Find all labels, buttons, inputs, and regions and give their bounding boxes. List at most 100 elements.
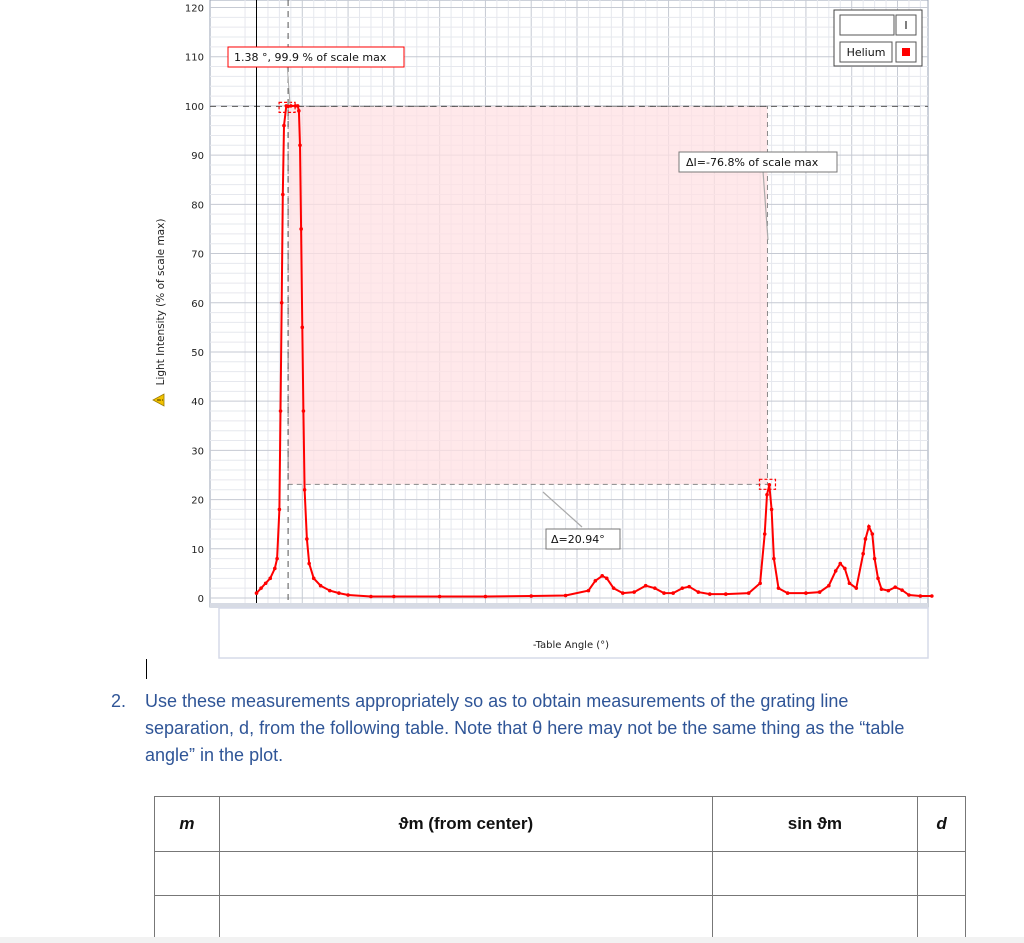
data-point — [765, 492, 769, 497]
data-point — [600, 574, 604, 578]
y-tick-label: 100 — [185, 102, 204, 113]
header-m[interactable]: m — [154, 796, 220, 852]
data-point — [305, 537, 309, 541]
data-point — [827, 583, 831, 588]
data-point — [918, 594, 923, 598]
chart: 0246810121416182022242628010203040506070… — [152, 0, 934, 659]
data-point — [604, 576, 609, 581]
legend-top-symbol: I — [904, 19, 907, 32]
data-point — [767, 483, 772, 487]
table-cell[interactable] — [711, 851, 919, 896]
table-row — [154, 895, 966, 940]
y-tick-label: 60 — [191, 299, 204, 310]
legend-item-label: Helium — [847, 46, 886, 59]
peak-marker-a[interactable] — [278, 101, 296, 114]
data-point — [281, 192, 285, 197]
data-point — [671, 591, 675, 595]
data-point — [769, 507, 774, 512]
data-point — [301, 409, 306, 413]
data-point — [297, 109, 301, 113]
y-tick-label: 70 — [191, 250, 204, 261]
header-sin-theta[interactable]: sin ϑm — [711, 796, 919, 852]
x-axis-band — [210, 603, 928, 608]
table-cell[interactable] — [917, 851, 966, 896]
data-point — [861, 551, 865, 556]
leader-dtheta — [542, 491, 583, 528]
data-point — [930, 594, 934, 598]
data-point — [876, 576, 880, 581]
data-point — [273, 566, 277, 571]
legend-item-helium[interactable] — [839, 41, 893, 63]
data-point — [632, 590, 637, 594]
data-point — [843, 566, 847, 571]
x-axis-panel — [218, 607, 929, 659]
table-cell[interactable] — [154, 851, 220, 896]
data-point — [707, 592, 712, 596]
svg-text:Δ=20.94°: Δ=20.94° — [551, 533, 605, 546]
y-tick-label: 90 — [191, 151, 204, 162]
data-point — [867, 524, 871, 529]
data-point — [611, 586, 616, 590]
svg-text:1.38 °, 99.9 % of scale max: 1.38 °, 99.9 % of scale max — [234, 51, 387, 64]
data-point — [872, 556, 877, 561]
data-point — [833, 569, 838, 573]
peak-marker-b[interactable] — [758, 478, 777, 490]
y-tick-label: 50 — [191, 348, 204, 359]
y-tick-label: 80 — [191, 200, 204, 211]
data-point — [696, 590, 701, 594]
legend-toggle-input[interactable] — [839, 14, 895, 36]
data-point — [279, 300, 284, 305]
delta-angle-box: Δ=20.94° — [545, 528, 621, 550]
y-tick-label: 30 — [191, 446, 204, 457]
y-tick-label: 110 — [185, 53, 204, 64]
data-point — [724, 592, 728, 596]
data-point — [437, 594, 442, 599]
bottom-strip — [0, 937, 1024, 943]
data-point — [762, 532, 767, 536]
data-point — [879, 587, 884, 591]
data-point — [299, 227, 303, 231]
data-point — [653, 586, 657, 590]
data-point — [298, 143, 302, 148]
table-cell[interactable] — [218, 895, 713, 940]
table-cell[interactable] — [917, 895, 966, 940]
table-row — [154, 851, 966, 896]
data-point — [643, 583, 648, 588]
data-point — [369, 594, 373, 599]
data-point — [259, 586, 263, 590]
data-point — [529, 594, 534, 598]
series-helium-points — [254, 104, 934, 599]
data-table: m ϑm (from center) sin ϑm d — [154, 796, 966, 940]
data-point — [662, 591, 666, 595]
data-point — [776, 586, 781, 590]
y-axis-label: Light Intensity (% of scale max) — [155, 219, 167, 386]
question-number: 2. — [111, 691, 127, 711]
y-tick-label: 10 — [191, 545, 204, 556]
legend-toggle-button[interactable] — [895, 14, 917, 36]
data-point — [346, 593, 350, 597]
data-point — [337, 591, 341, 595]
header-d[interactable]: d — [917, 796, 966, 852]
data-point — [772, 556, 776, 561]
delta-intensity-box: ΔI=-76.8% of scale max — [678, 151, 838, 173]
data-point — [804, 591, 808, 595]
data-point — [620, 591, 625, 595]
data-point — [311, 576, 316, 581]
data-point — [680, 586, 685, 590]
y-tick-label: 40 — [191, 397, 204, 408]
leader-readout — [286, 62, 291, 105]
table-cell[interactable] — [154, 895, 220, 940]
data-point — [586, 588, 591, 593]
header-theta[interactable]: ϑm (from center) — [218, 796, 713, 852]
data-point — [817, 590, 822, 594]
data-point — [300, 325, 305, 330]
table-cell[interactable] — [218, 851, 713, 896]
data-point — [307, 561, 311, 566]
point-readout-box: 1.38 °, 99.9 % of scale max — [227, 46, 405, 68]
data-point — [392, 594, 396, 599]
question-text: Use these measurements appropriately so … — [145, 691, 905, 765]
table-cell[interactable] — [711, 895, 919, 940]
data-point — [847, 581, 852, 586]
data-point — [758, 581, 762, 586]
data-point — [295, 104, 300, 108]
